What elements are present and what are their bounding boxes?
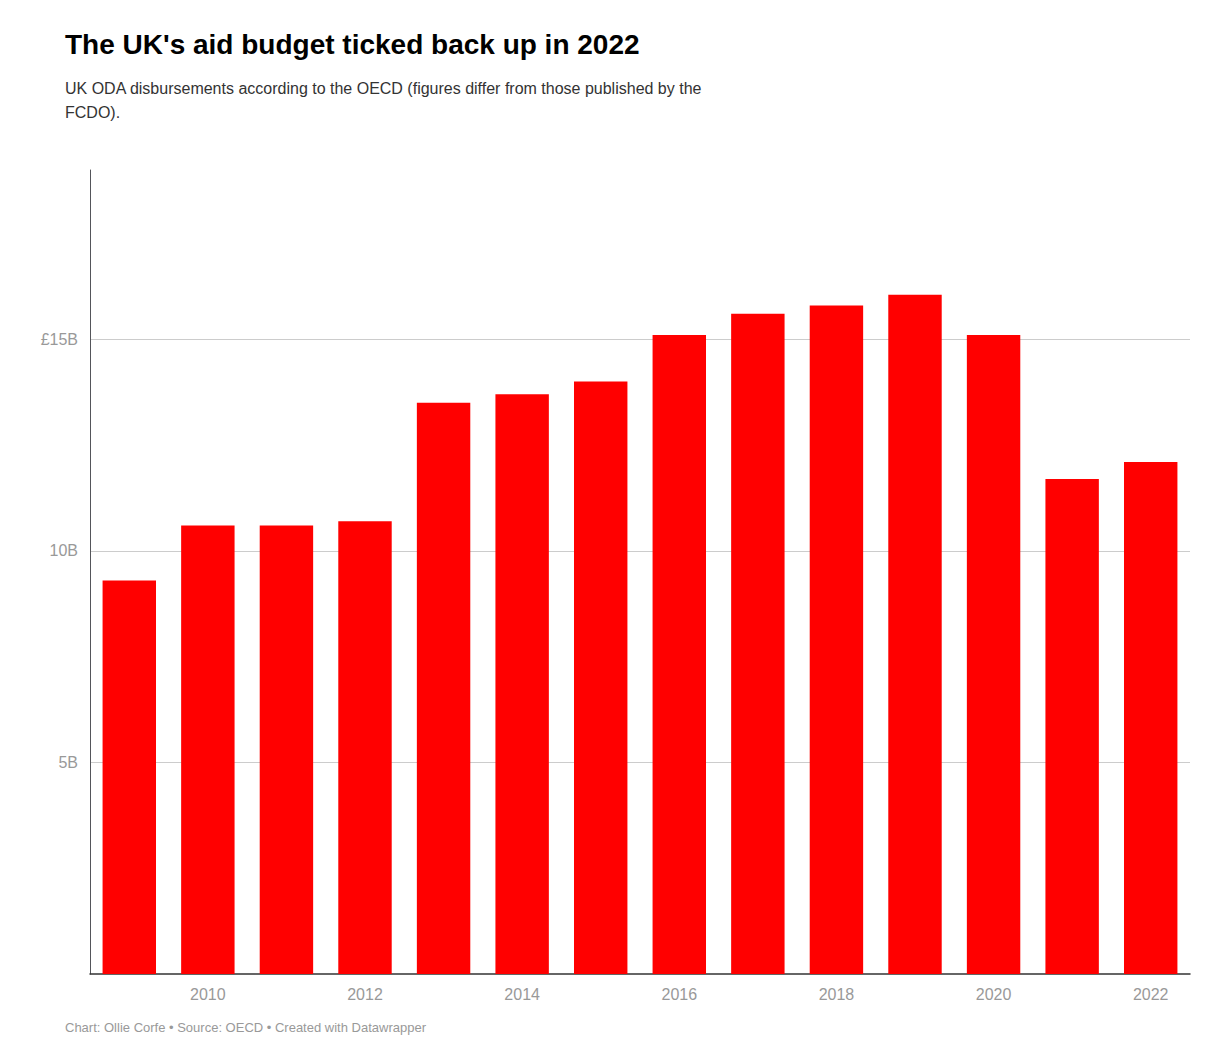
svg-text:FCDO).: FCDO).	[65, 104, 120, 121]
svg-text:Chart: Ollie Corfe • Source: O: Chart: Ollie Corfe • Source: OECD • Crea…	[65, 1020, 427, 1035]
svg-text:2020: 2020	[976, 986, 1012, 1003]
svg-text:£15B: £15B	[41, 331, 78, 348]
svg-text:10B: 10B	[50, 542, 78, 559]
svg-text:5B: 5B	[58, 754, 78, 771]
svg-text:2012: 2012	[347, 986, 383, 1003]
svg-text:2022: 2022	[1133, 986, 1169, 1003]
svg-text:UK ODA disbursements according: UK ODA disbursements according to the OE…	[65, 80, 702, 97]
svg-text:2010: 2010	[190, 986, 226, 1003]
svg-text:2016: 2016	[661, 986, 697, 1003]
svg-text:2018: 2018	[819, 986, 855, 1003]
svg-text:The UK's aid budget ticked bac: The UK's aid budget ticked back up in 20…	[65, 29, 640, 60]
svg-text:2014: 2014	[504, 986, 540, 1003]
